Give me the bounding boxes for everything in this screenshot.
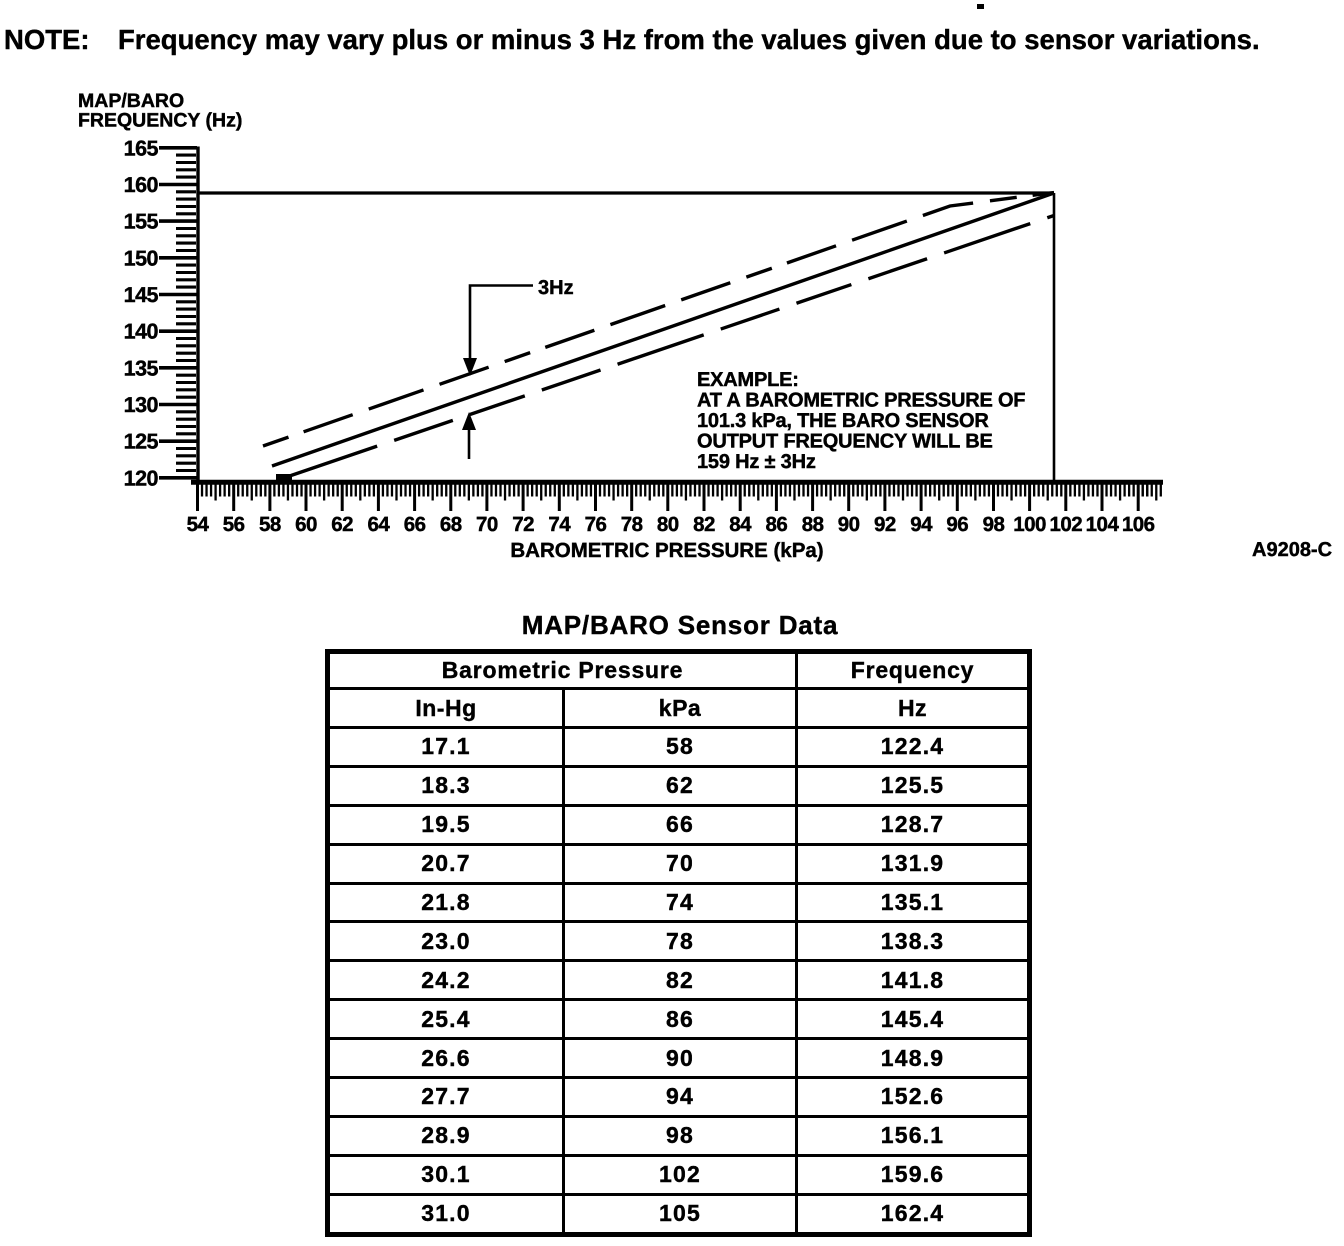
svg-text:78: 78	[621, 513, 643, 536]
svg-text:135: 135	[124, 356, 159, 380]
svg-text:104: 104	[1086, 513, 1120, 536]
svg-text:82: 82	[693, 513, 715, 536]
svg-text:155: 155	[124, 210, 159, 234]
svg-text:A9208-C: A9208-C	[1252, 539, 1332, 561]
svg-text:OUTPUT FREQUENCY WILL BE: OUTPUT FREQUENCY WILL BE	[697, 431, 993, 453]
svg-text:EXAMPLE:: EXAMPLE:	[697, 369, 799, 391]
svg-text:60: 60	[295, 513, 317, 536]
svg-text:96: 96	[946, 513, 968, 536]
svg-text:125: 125	[124, 430, 159, 454]
svg-text:150: 150	[124, 246, 159, 270]
svg-text:3Hz: 3Hz	[538, 277, 574, 299]
svg-text:62: 62	[331, 513, 353, 536]
svg-text:56: 56	[223, 513, 245, 536]
svg-text:84: 84	[729, 513, 752, 536]
svg-text:106: 106	[1122, 513, 1155, 536]
svg-text:92: 92	[874, 513, 896, 536]
svg-text:80: 80	[657, 513, 679, 536]
svg-text:100: 100	[1013, 513, 1046, 536]
svg-text:145: 145	[124, 283, 159, 307]
svg-text:102: 102	[1049, 513, 1082, 536]
svg-text:160: 160	[124, 173, 159, 197]
svg-text:159 Hz ± 3Hz: 159 Hz ± 3Hz	[697, 451, 816, 473]
svg-text:120: 120	[124, 466, 159, 490]
svg-text:94: 94	[910, 513, 933, 536]
svg-text:MAP/BARO: MAP/BARO	[78, 90, 184, 112]
svg-text:74: 74	[548, 513, 571, 536]
svg-text:90: 90	[838, 513, 860, 536]
svg-text:58: 58	[259, 513, 281, 536]
svg-text:165: 165	[124, 136, 159, 160]
svg-text:AT A BAROMETRIC PRESSURE OF: AT A BAROMETRIC PRESSURE OF	[697, 390, 1025, 412]
svg-text:54: 54	[187, 513, 210, 536]
svg-text:101.3 kPa, THE BARO SENSOR: 101.3 kPa, THE BARO SENSOR	[697, 410, 989, 432]
svg-text:86: 86	[765, 513, 787, 536]
svg-text:64: 64	[367, 513, 390, 536]
svg-text:76: 76	[585, 513, 607, 536]
svg-text:88: 88	[802, 513, 824, 536]
svg-text:130: 130	[124, 393, 159, 417]
svg-text:BAROMETRIC PRESSURE (kPa): BAROMETRIC PRESSURE (kPa)	[510, 539, 823, 562]
svg-text:66: 66	[404, 513, 426, 536]
svg-text:70: 70	[476, 513, 498, 536]
svg-text:68: 68	[440, 513, 462, 536]
svg-text:FREQUENCY (Hz): FREQUENCY (Hz)	[78, 110, 242, 132]
svg-text:72: 72	[512, 513, 534, 536]
svg-text:98: 98	[983, 513, 1005, 536]
svg-text:140: 140	[124, 320, 159, 344]
